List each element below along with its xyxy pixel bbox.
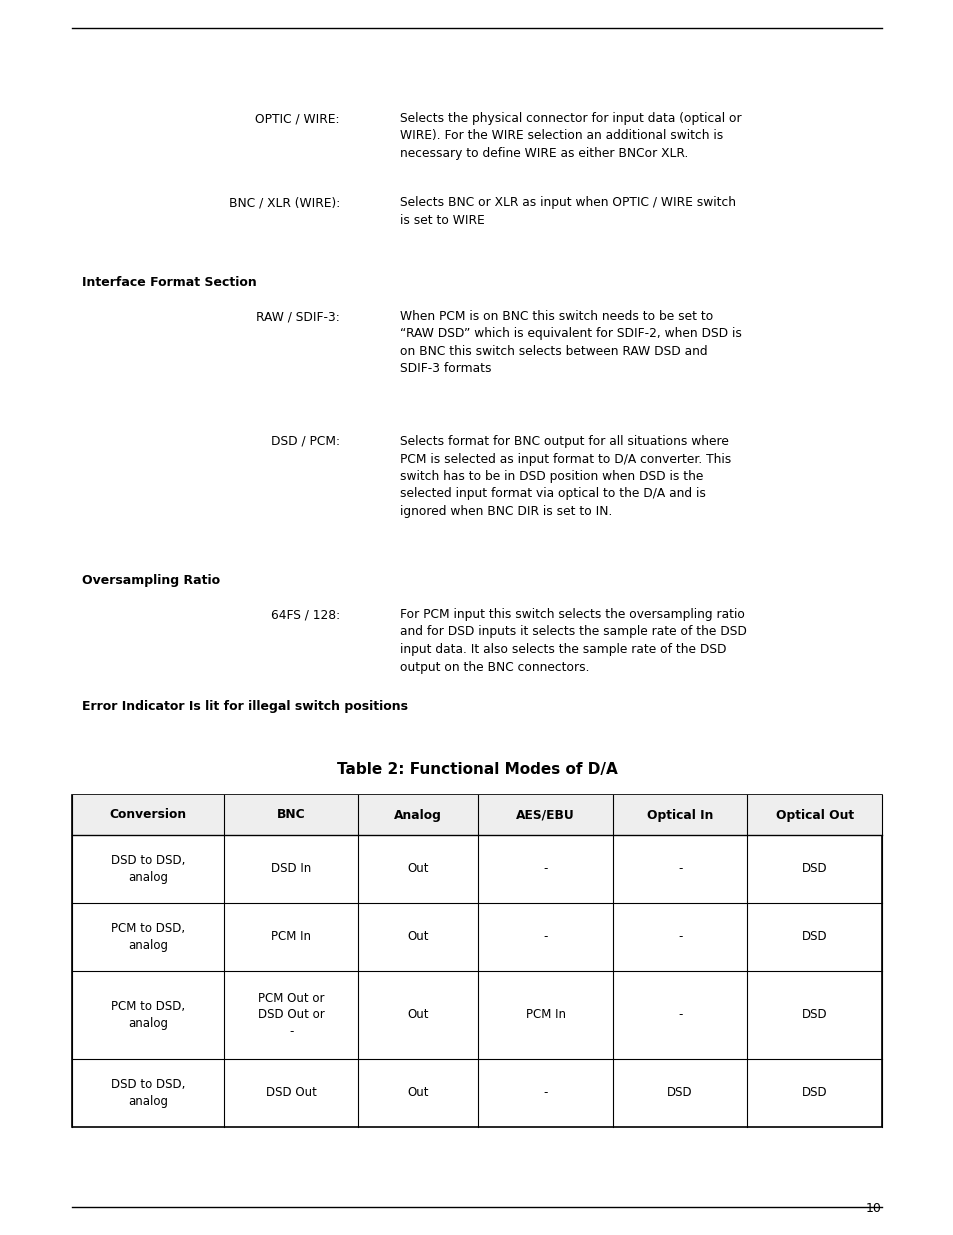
Text: PCM In: PCM In xyxy=(271,930,311,944)
Text: Error Indicator Is lit for illegal switch positions: Error Indicator Is lit for illegal switc… xyxy=(82,700,408,713)
Text: Out: Out xyxy=(407,1087,429,1099)
Text: OPTIC / WIRE:: OPTIC / WIRE: xyxy=(255,112,339,125)
Text: DSD In: DSD In xyxy=(271,862,311,876)
Text: DSD Out: DSD Out xyxy=(265,1087,316,1099)
Text: -: - xyxy=(678,930,681,944)
Text: DSD: DSD xyxy=(801,1009,826,1021)
Text: Conversion: Conversion xyxy=(110,809,186,821)
Text: Optical Out: Optical Out xyxy=(775,809,853,821)
Text: For PCM input this switch selects the oversampling ratio
and for DSD inputs it s: For PCM input this switch selects the ov… xyxy=(399,608,746,673)
Text: Out: Out xyxy=(407,1009,429,1021)
Text: 64FS / 128:: 64FS / 128: xyxy=(271,608,339,621)
Text: -: - xyxy=(543,862,547,876)
Text: PCM to DSD,
analog: PCM to DSD, analog xyxy=(111,1000,185,1030)
Text: -: - xyxy=(678,1009,681,1021)
Text: Out: Out xyxy=(407,930,429,944)
Text: -: - xyxy=(543,1087,547,1099)
Text: Optical In: Optical In xyxy=(646,809,713,821)
Text: Interface Format Section: Interface Format Section xyxy=(82,275,256,289)
Text: DSD to DSD,
analog: DSD to DSD, analog xyxy=(111,1078,185,1108)
Text: PCM Out or
DSD Out or
-: PCM Out or DSD Out or - xyxy=(257,992,324,1037)
Text: Analog: Analog xyxy=(394,809,442,821)
Text: DSD: DSD xyxy=(801,1087,826,1099)
Bar xyxy=(71,795,882,1128)
Text: PCM to DSD,
analog: PCM to DSD, analog xyxy=(111,923,185,952)
Text: -: - xyxy=(678,862,681,876)
Text: Out: Out xyxy=(407,862,429,876)
Text: Selects format for BNC output for all situations where
PCM is selected as input : Selects format for BNC output for all si… xyxy=(399,435,731,517)
Text: BNC / XLR (WIRE):: BNC / XLR (WIRE): xyxy=(229,196,339,209)
Text: DSD / PCM:: DSD / PCM: xyxy=(271,435,339,448)
Text: Selects the physical connector for input data (optical or
WIRE). For the WIRE se: Selects the physical connector for input… xyxy=(399,112,740,161)
Text: When PCM is on BNC this switch needs to be set to
“RAW DSD” which is equivalent : When PCM is on BNC this switch needs to … xyxy=(399,310,741,375)
Text: -: - xyxy=(543,930,547,944)
Text: DSD: DSD xyxy=(801,930,826,944)
Bar xyxy=(71,795,882,835)
Text: AES/EBU: AES/EBU xyxy=(516,809,575,821)
Text: Selects BNC or XLR as input when OPTIC / WIRE switch
is set to WIRE: Selects BNC or XLR as input when OPTIC /… xyxy=(399,196,735,226)
Text: Table 2: Functional Modes of D/A: Table 2: Functional Modes of D/A xyxy=(336,762,617,777)
Text: 10: 10 xyxy=(865,1202,882,1215)
Text: Oversampling Ratio: Oversampling Ratio xyxy=(82,574,220,587)
Text: BNC: BNC xyxy=(276,809,305,821)
Text: DSD: DSD xyxy=(801,862,826,876)
Text: RAW / SDIF-3:: RAW / SDIF-3: xyxy=(256,310,339,324)
Text: DSD to DSD,
analog: DSD to DSD, analog xyxy=(111,855,185,884)
Text: DSD: DSD xyxy=(667,1087,692,1099)
Text: PCM In: PCM In xyxy=(525,1009,565,1021)
